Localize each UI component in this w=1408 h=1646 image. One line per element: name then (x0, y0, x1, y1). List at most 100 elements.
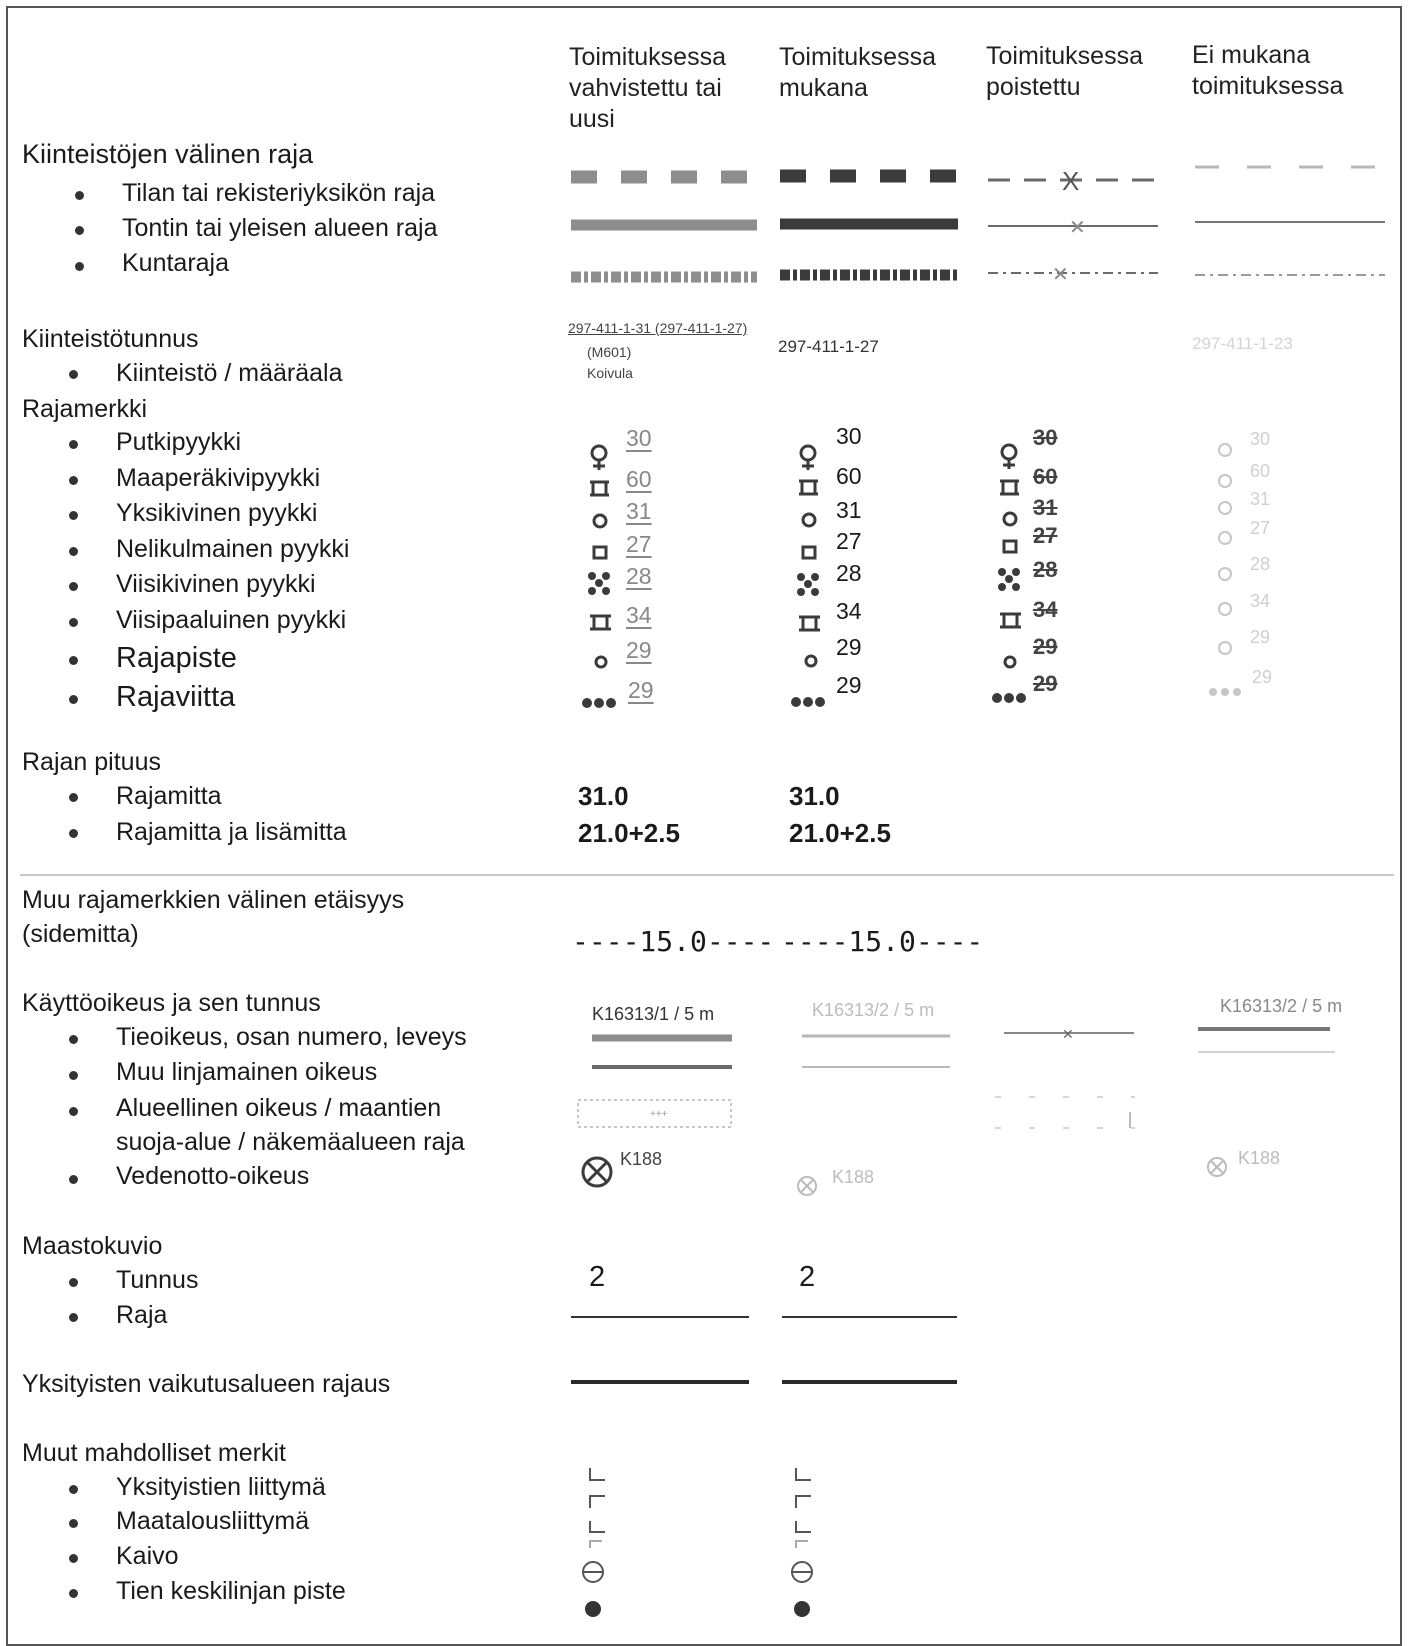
marker-number: 31 (1033, 495, 1058, 520)
bullet (69, 695, 78, 704)
column-header-included: Toimituksessa mukana (779, 43, 936, 102)
section-title-private-area: Yksityisten vaikutusalueen rajaus (22, 1370, 391, 1398)
bullet (75, 191, 84, 200)
bullet (69, 1519, 78, 1528)
marker-number: 60 (1033, 464, 1058, 489)
bullet (69, 370, 78, 379)
marker-symbols-col1 (582, 444, 616, 708)
svg-text:✕: ✕ (1052, 264, 1069, 286)
section-title-rights: Käyttöoikeus ja sen tunnus (22, 989, 321, 1017)
water-right-identifier: K188 (620, 1149, 663, 1169)
other-symbols-col1 (582, 1468, 605, 1617)
legend-label: Kuntaraja (122, 249, 230, 277)
marker-number: 29 (1250, 627, 1271, 647)
bullet (69, 547, 78, 556)
boundary-length-extra-value: 21.0+2.5 (578, 818, 680, 848)
legend-label: Tunnus (116, 1266, 199, 1294)
marker-number: 30 (836, 423, 862, 449)
bullet (69, 656, 78, 665)
right-identifier-included: K16313/2 / 5 m (812, 1000, 935, 1020)
marker-number: 28 (836, 560, 862, 586)
marker-number: 34 (1250, 591, 1271, 611)
bullet (69, 1035, 78, 1044)
marker-symbols-col3 (992, 443, 1026, 703)
boundary-length-extra-value: 21.0+2.5 (789, 818, 891, 848)
bullet (69, 1175, 78, 1184)
section-title-boundary-length: Rajan pituus (22, 748, 161, 776)
parcel-boundary-symbol: X (571, 165, 1385, 196)
marker-number: 29 (628, 677, 654, 703)
section-title-boundary: Kiinteistöjen välinen raja (22, 139, 314, 169)
bullet (75, 262, 84, 271)
marker-number: 31 (626, 498, 652, 524)
marker-number: 29 (836, 634, 862, 660)
legend-label: Kiinteistö / määräala (116, 359, 343, 387)
legend-label: Tieoikeus, osan numero, leveys (116, 1023, 467, 1051)
marker-number: 29 (1033, 671, 1058, 696)
bullet (69, 440, 78, 449)
marker-number: 34 (836, 598, 862, 624)
legend-label: Kaivo (116, 1542, 179, 1570)
marker-number: 60 (1250, 461, 1271, 481)
line-right-symbol (592, 1051, 1335, 1069)
bullet (69, 1278, 78, 1287)
legend-label: Maatalousliittymä (116, 1507, 310, 1535)
legend-label: Yksikivinen pyykki (116, 499, 318, 527)
property-id-confirmed: 297-411-1-31 (297-411-1-27) (568, 320, 748, 336)
marker-number: 27 (1033, 523, 1058, 548)
tie-distance-value: ----15.0---- (572, 925, 775, 958)
svg-text:X: X (1062, 166, 1079, 196)
marker-number: 28 (1250, 554, 1271, 574)
bullet (69, 1589, 78, 1598)
right-identifier-not-included: K16313/2 / 5 m (1220, 996, 1343, 1016)
marker-number: 29 (1252, 667, 1273, 687)
bullet (69, 582, 78, 591)
terrain-identifier: 2 (589, 1261, 606, 1293)
terrain-identifier: 2 (799, 1261, 816, 1293)
section-title-property-id: Kiinteistötunnus (22, 325, 199, 353)
bullet (69, 1485, 78, 1494)
marker-number: 30 (1033, 425, 1058, 450)
road-right-symbol: ✕ (592, 1026, 1330, 1042)
marker-number: 31 (1250, 489, 1271, 509)
legend-label: suoja-alue / näkemäalueen raja (116, 1128, 465, 1156)
boundary-length-value: 31.0 (789, 781, 840, 811)
section-title-other: Muut mahdolliset merkit (22, 1439, 286, 1467)
bullet (75, 226, 84, 235)
marker-number: 29 (626, 637, 652, 663)
marker-symbols-col2 (791, 444, 825, 707)
marker-number: 30 (1250, 429, 1271, 449)
column-header-removed: Toimituksessa poistettu (986, 42, 1143, 101)
municipal-boundary-symbol: ✕ (571, 264, 1385, 286)
legend-label: Rajaviitta (116, 681, 236, 713)
legend-label: Viisipaaluinen pyykki (116, 606, 347, 634)
marker-number: 27 (836, 528, 862, 554)
column-header-confirmed: Toimituksessa vahvistettu tai uusi (569, 43, 726, 133)
water-right-identifier: K188 (1238, 1148, 1281, 1168)
bullet (69, 1071, 78, 1080)
legend-label: Viisikivinen pyykki (116, 570, 316, 598)
marker-number: 27 (626, 531, 652, 557)
bullet (69, 511, 78, 520)
marker-symbols-col4 (1209, 443, 1241, 696)
legend-label: Tien keskilinjan piste (116, 1577, 346, 1605)
legend-label: Putkipyykki (116, 428, 242, 456)
marker-number: 34 (626, 602, 652, 628)
legend-label: Rajamitta (116, 782, 222, 810)
section-subtitle-tie-distance: (sidemitta) (22, 920, 139, 948)
legend-label: Alueellinen oikeus / maantien (116, 1094, 442, 1122)
lot-boundary-symbol: ✕ (571, 217, 1385, 239)
column-header-not-included: Ei mukana toimituksessa (1192, 41, 1344, 100)
legend-label: Rajapiste (116, 642, 237, 674)
bullet (69, 829, 78, 838)
water-right-symbol (581, 1156, 1227, 1196)
water-right-identifier: K188 (832, 1167, 875, 1187)
svg-text:✕: ✕ (1062, 1026, 1074, 1042)
property-id-included: 297-411-1-27 (778, 337, 879, 356)
section-title-tie-distance: Muu rajamerkkien välinen etäisyys (22, 886, 405, 914)
bullet (69, 793, 78, 802)
section-title-terrain: Maastokuvio (22, 1232, 163, 1260)
bullet (69, 1107, 78, 1116)
marker-number: 34 (1033, 597, 1058, 622)
tie-distance-value: ----15.0---- (781, 925, 984, 958)
